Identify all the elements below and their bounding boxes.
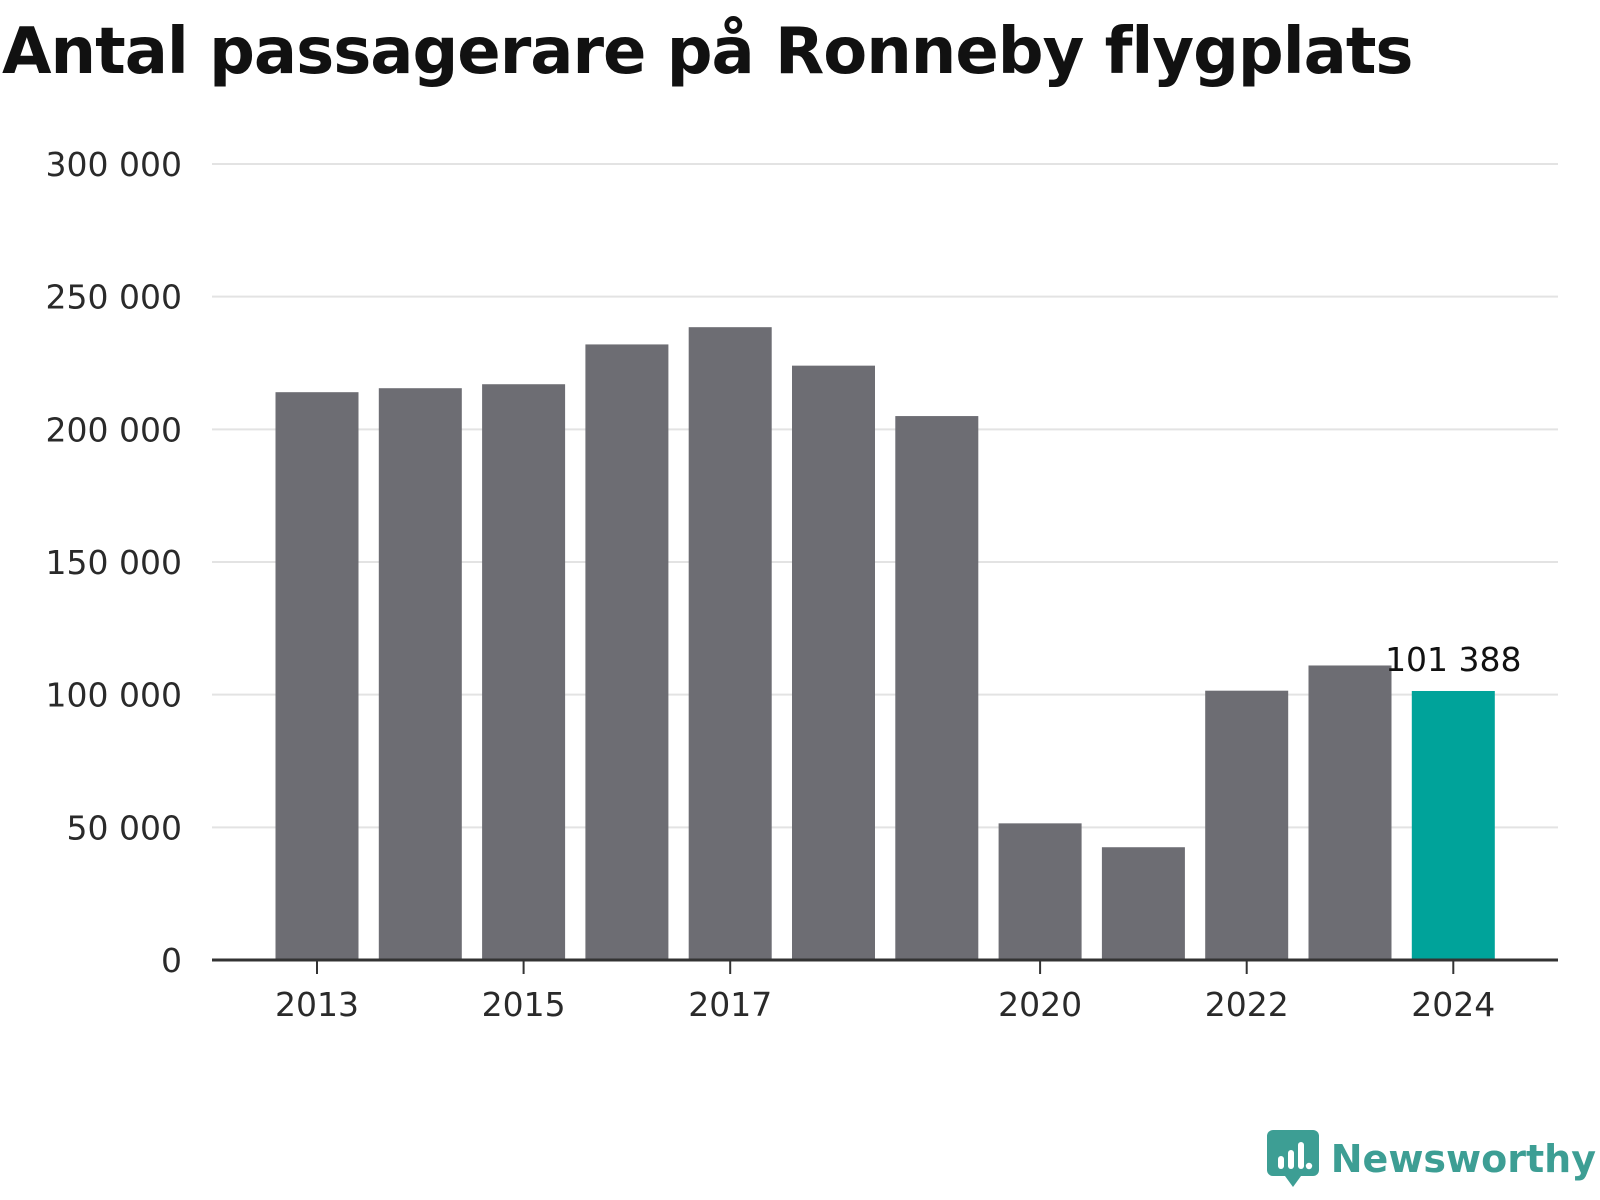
x-tick-label: 2013 [275, 985, 359, 1024]
bar-2014 [378, 388, 462, 960]
x-tick-label: 2015 [482, 985, 566, 1024]
bar-2022 [1205, 690, 1289, 960]
x-tick-label: 2024 [1411, 985, 1495, 1024]
bar-2024 [1411, 690, 1495, 960]
y-tick-label: 300 000 [46, 145, 182, 184]
newsworthy-logo-icon [1266, 1130, 1319, 1187]
bar-2023 [1308, 665, 1392, 960]
y-tick-label: 0 [161, 941, 182, 980]
y-tick-label: 150 000 [46, 543, 182, 582]
bar-2020 [998, 823, 1082, 960]
bar-2021 [1101, 847, 1185, 960]
bar-2016 [585, 344, 669, 961]
bar-2017 [688, 327, 772, 960]
y-tick-label: 50 000 [67, 808, 182, 847]
brand-name: Newsworthy [1330, 1137, 1596, 1181]
y-tick-label: 250 000 [46, 278, 182, 317]
bar-2018 [792, 365, 875, 960]
brand-logo: Newsworthy [1266, 1130, 1596, 1188]
x-tick-label: 2017 [688, 985, 772, 1024]
chart-title: Antal passagerare på Ronneby flygplats [2, 15, 1413, 89]
x-tick-label: 2020 [998, 985, 1082, 1024]
bar-2013 [275, 392, 359, 961]
bar-2015 [482, 384, 566, 960]
bar-2019 [895, 416, 979, 961]
x-tick-label: 2022 [1205, 985, 1289, 1024]
data-label-2024: 101 388 [1385, 640, 1521, 679]
y-tick-label: 200 000 [46, 410, 182, 449]
y-tick-label: 100 000 [46, 676, 182, 715]
